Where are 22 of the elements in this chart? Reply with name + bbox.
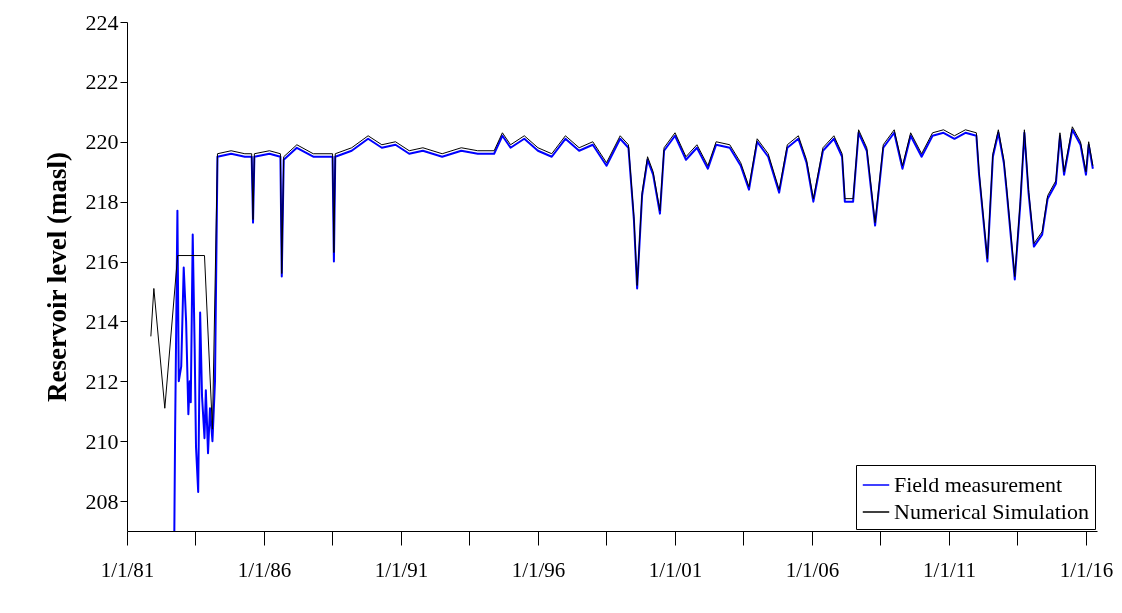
y-tick-label: 210 [85, 428, 119, 454]
y-tick-label: 208 [85, 488, 119, 514]
y-tick-label: 216 [85, 249, 119, 275]
line-series [150, 126, 1094, 430]
legend-label: Numerical Simulation [894, 499, 1089, 524]
x-tick-label: 1/1/86 [237, 557, 292, 582]
x-tick-label: 1/1/81 [100, 557, 155, 582]
x-tick-label: 1/1/96 [511, 557, 566, 582]
y-tick-label: 222 [85, 69, 119, 95]
y-tick-label: 220 [85, 129, 119, 155]
legend-label: Field measurement [894, 472, 1063, 497]
y-tick-label: 214 [85, 308, 119, 334]
y-axis-title: Reservoir level (masl) [41, 152, 72, 402]
x-tick-label: 1/1/91 [374, 557, 429, 582]
line-series [173, 128, 1094, 531]
x-tick-label: 1/1/06 [785, 557, 840, 582]
y-tick-label: 218 [85, 189, 119, 215]
y-tick-label: 224 [85, 9, 119, 35]
x-tick-label: 1/1/11 [923, 557, 976, 582]
x-tick-label: 1/1/16 [1059, 557, 1114, 582]
x-tick-label: 1/1/01 [648, 557, 703, 582]
y-tick-label: 212 [85, 368, 119, 394]
